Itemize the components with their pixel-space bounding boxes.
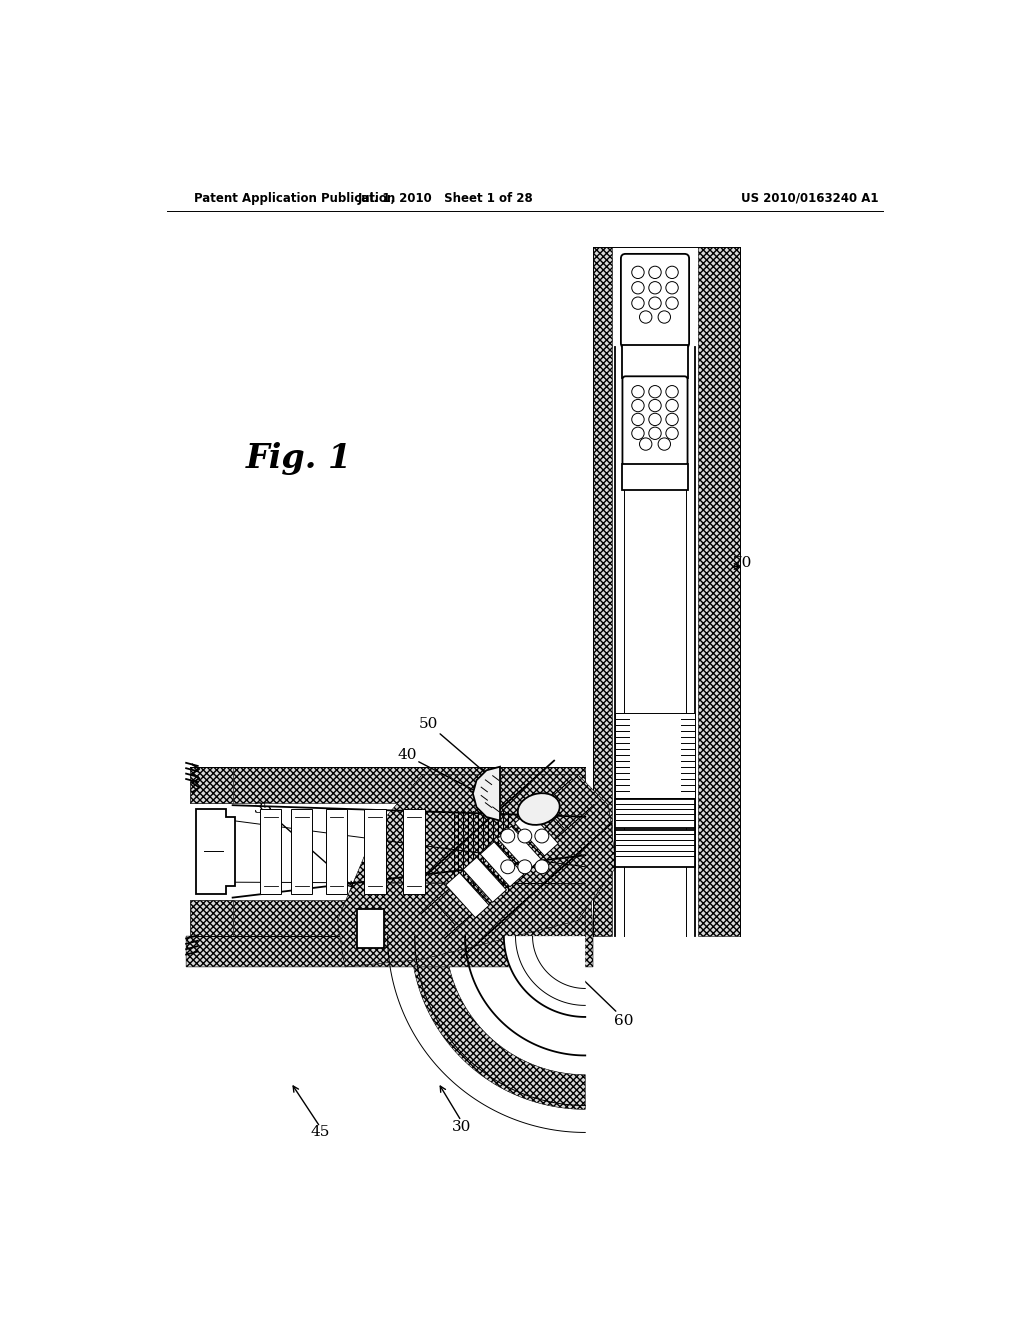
Bar [356, 909, 384, 948]
Polygon shape [498, 826, 541, 871]
Bar [365, 809, 386, 894]
Circle shape [632, 297, 644, 309]
Bar [326, 809, 347, 894]
Polygon shape [463, 857, 507, 903]
Polygon shape [190, 767, 232, 803]
Circle shape [640, 438, 652, 450]
FancyBboxPatch shape [621, 253, 689, 348]
Circle shape [649, 413, 662, 425]
Circle shape [649, 385, 662, 397]
Circle shape [666, 400, 678, 412]
Polygon shape [411, 936, 586, 1109]
Circle shape [632, 267, 644, 279]
Text: 60: 60 [614, 1014, 634, 1028]
Circle shape [666, 281, 678, 294]
Polygon shape [473, 767, 500, 821]
Text: 35: 35 [254, 803, 273, 816]
Text: Jul. 1, 2010   Sheet 1 of 28: Jul. 1, 2010 Sheet 1 of 28 [357, 191, 534, 205]
Circle shape [649, 267, 662, 279]
Circle shape [501, 829, 515, 843]
Bar [615, 713, 694, 797]
Circle shape [535, 859, 549, 874]
Polygon shape [515, 810, 558, 855]
Polygon shape [190, 900, 586, 936]
Polygon shape [593, 247, 612, 936]
Circle shape [632, 281, 644, 294]
Text: 50: 50 [419, 717, 438, 731]
Polygon shape [697, 247, 740, 936]
Polygon shape [190, 900, 232, 936]
Polygon shape [337, 775, 616, 966]
Text: 70: 70 [732, 556, 752, 570]
Circle shape [666, 428, 678, 440]
Circle shape [666, 267, 678, 279]
Circle shape [649, 400, 662, 412]
Circle shape [632, 385, 644, 397]
Circle shape [640, 312, 652, 323]
Polygon shape [186, 771, 593, 966]
Circle shape [666, 297, 678, 309]
Bar [622, 465, 688, 490]
Circle shape [632, 400, 644, 412]
Text: Fig. 1: Fig. 1 [246, 442, 351, 475]
Circle shape [501, 859, 515, 874]
Circle shape [632, 413, 644, 425]
Circle shape [658, 438, 671, 450]
Text: 40: 40 [397, 748, 417, 762]
Polygon shape [480, 842, 523, 887]
Bar [615, 830, 694, 867]
Bar [291, 809, 312, 894]
Bar [260, 809, 282, 894]
Circle shape [666, 413, 678, 425]
Polygon shape [197, 809, 234, 894]
Bar [622, 345, 688, 378]
Bar [403, 809, 425, 894]
Bar [615, 799, 694, 829]
Circle shape [632, 428, 644, 440]
Circle shape [535, 829, 549, 843]
Circle shape [658, 312, 671, 323]
FancyBboxPatch shape [623, 376, 687, 466]
Circle shape [649, 428, 662, 440]
Text: US 2010/0163240 A1: US 2010/0163240 A1 [741, 191, 879, 205]
Circle shape [518, 859, 531, 874]
Polygon shape [504, 855, 586, 1016]
Text: 30: 30 [452, 1121, 471, 1134]
Ellipse shape [518, 793, 560, 825]
Text: Patent Application Publication: Patent Application Publication [194, 191, 395, 205]
Circle shape [518, 829, 531, 843]
Polygon shape [190, 767, 586, 803]
Circle shape [649, 281, 662, 294]
Circle shape [649, 297, 662, 309]
Circle shape [666, 385, 678, 397]
Text: 45: 45 [310, 1126, 330, 1139]
Polygon shape [445, 873, 489, 917]
